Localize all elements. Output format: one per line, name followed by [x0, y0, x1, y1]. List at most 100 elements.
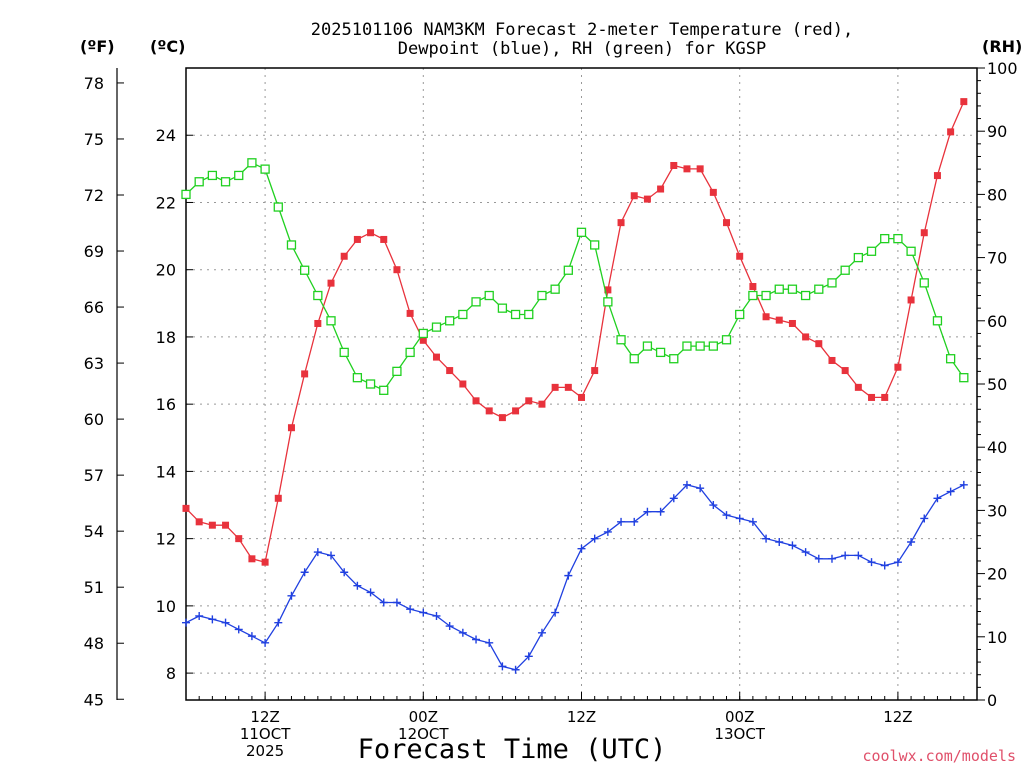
fahrenheit-tick-label: 75 [84, 130, 104, 149]
dewpoint-point [827, 554, 836, 563]
temperature-point [630, 192, 638, 200]
rh-point [550, 284, 560, 294]
celsius-tick-label: 10 [156, 597, 176, 616]
dewpoint-point [195, 611, 204, 620]
dewpoint-point [392, 598, 401, 607]
fahrenheit-tick-label: 54 [84, 522, 104, 541]
x-tick-label: 11OCT [240, 725, 291, 743]
rh-point [695, 341, 705, 351]
temperature-point [222, 521, 230, 529]
fahrenheit-axis: 45 48 51 54 57 60 63 66 69 72 75 78 [84, 68, 124, 709]
temperature-point [564, 383, 572, 391]
dewpoint-point [221, 618, 230, 627]
fahrenheit-tick-label: 57 [84, 466, 104, 485]
rh-point [880, 233, 890, 244]
dewpoint-point [287, 591, 296, 600]
temperature-point [815, 340, 823, 348]
dewpoint-point [419, 608, 428, 617]
dewpoint-point [340, 568, 349, 577]
rh-point [471, 297, 481, 307]
rh-point [313, 290, 323, 301]
dewpoint-point [261, 638, 270, 647]
rh-point [220, 177, 231, 187]
celsius-tick-label: 16 [156, 395, 176, 414]
rh-point [260, 164, 270, 174]
dewpoint-point [762, 534, 771, 543]
temperature-point [933, 172, 941, 180]
celsius-axis: 8 10 12 14 16 18 20 22 24 [156, 126, 193, 683]
temperature-point [380, 235, 388, 243]
rh-point [642, 341, 653, 351]
temperature-point [274, 494, 282, 502]
dewpoint-point [445, 622, 454, 631]
watermark-link[interactable]: coolwx.com/models [862, 747, 1016, 765]
temperature-point [604, 286, 612, 294]
temperature-point [301, 370, 309, 378]
series-layer [181, 98, 969, 674]
rh-point [735, 309, 745, 320]
x-tick-label: 12Z [250, 708, 279, 726]
rh-point [563, 265, 573, 275]
temperature-line [185, 101, 965, 563]
chart-title-line-1: 2025101106 NAM3KM Forecast 2-meter Tempe… [311, 20, 853, 40]
rh-point [352, 373, 363, 383]
dewpoint-point [590, 534, 599, 543]
rh-point [234, 170, 244, 181]
temperature-point [353, 235, 361, 243]
rh-point [484, 290, 494, 301]
rh-point [893, 233, 903, 244]
temperature-point [578, 393, 585, 401]
temperature-point [446, 367, 454, 375]
fahrenheit-tick-label: 66 [84, 298, 104, 317]
dewpoint-point [656, 507, 665, 516]
temperature-point [643, 195, 651, 203]
temperature-point [920, 229, 928, 237]
temperature-point [788, 319, 796, 327]
fahrenheit-unit-label: (ºF) [80, 37, 115, 56]
rh-point [932, 316, 943, 326]
dewpoint-point [537, 628, 546, 637]
dewpoint-point [696, 484, 705, 493]
dewpoint-point [432, 611, 441, 620]
celsius-tick-label: 18 [156, 328, 176, 347]
rh-point [616, 335, 626, 345]
dewpoint-point [524, 652, 533, 661]
rh-point [431, 322, 442, 332]
dewpoint-point [841, 551, 850, 560]
temperature-point [393, 266, 401, 274]
x-tick-label: 12Z [883, 708, 912, 726]
rh-tick-label: 30 [987, 501, 1007, 520]
temperature-point [538, 400, 546, 408]
temperature-point [406, 309, 414, 317]
rh-point [590, 240, 600, 250]
rh-point [286, 240, 297, 250]
rh-point [787, 284, 798, 294]
rh-point [510, 309, 521, 320]
temperature-point [261, 558, 269, 566]
celsius-tick-label: 8 [166, 664, 176, 683]
dewpoint-point [274, 618, 283, 627]
rh-unit-label: (RH) [982, 37, 1022, 56]
rh-tick-label: 50 [987, 375, 1007, 394]
dewpoint-point [814, 554, 823, 563]
dewpoint-point [709, 501, 718, 510]
temperature-point [182, 504, 190, 512]
dewpoint-point [406, 605, 415, 614]
rh-point [326, 316, 336, 326]
rh-point [418, 328, 428, 339]
dewpoint-point [669, 494, 678, 503]
dewpoint-point [630, 517, 639, 526]
rh-tick-label: 0 [987, 691, 997, 710]
x-tick-label: 00Z [725, 708, 754, 726]
rh-point [629, 354, 639, 364]
dewpoint-point [854, 551, 863, 560]
rh-point [655, 347, 666, 358]
dewpoint-point [208, 615, 217, 624]
temperature-point [683, 165, 691, 173]
temperature-point [960, 98, 968, 106]
x-tick-label: 13OCT [714, 725, 765, 743]
dewpoint-point [577, 544, 586, 553]
rh-tick-label: 60 [987, 312, 1007, 331]
dewpoint-point [603, 527, 612, 536]
dewpoint-point [880, 561, 889, 570]
